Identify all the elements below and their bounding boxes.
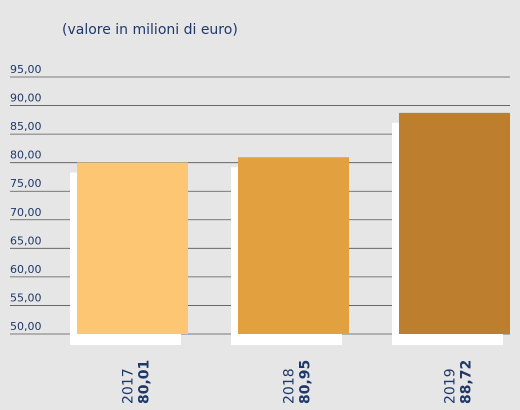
x-tick-label: 2019 xyxy=(443,368,459,404)
y-tick-label: 80,00 xyxy=(10,149,42,162)
bar xyxy=(238,157,349,334)
x-tick-label: 2018 xyxy=(282,368,298,404)
y-tick-label: 85,00 xyxy=(10,120,42,133)
y-tick-label: 65,00 xyxy=(10,234,42,247)
y-tick-label: 60,00 xyxy=(10,263,42,276)
y-tick-label: 70,00 xyxy=(10,206,42,219)
y-tick-label: 75,00 xyxy=(10,177,42,190)
bar xyxy=(399,112,510,334)
x-tick-label: 2017 xyxy=(121,368,137,404)
value-label: 80,95 xyxy=(298,360,314,404)
value-label: 80,01 xyxy=(137,360,153,404)
bar-label: 2017 80,01 xyxy=(121,360,153,404)
chart-subtitle: (valore in milioni di euro) xyxy=(62,22,238,38)
value-label: 88,72 xyxy=(459,360,475,404)
bar xyxy=(77,162,188,334)
y-tick-label: 55,00 xyxy=(10,291,42,304)
bar-label: 2018 80,95 xyxy=(282,360,314,404)
y-tick-label: 95,00 xyxy=(10,63,42,76)
y-tick-label: 90,00 xyxy=(10,92,42,105)
y-tick-label: 50,00 xyxy=(10,320,42,333)
bar-label: 2019 88,72 xyxy=(443,360,475,404)
